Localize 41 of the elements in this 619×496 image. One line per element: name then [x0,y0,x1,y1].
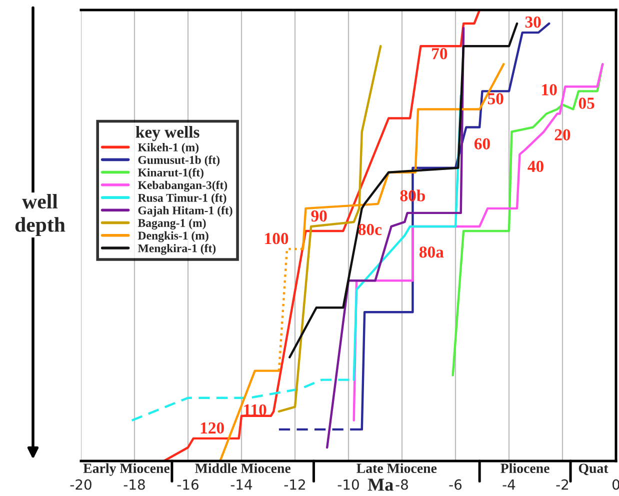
annotation: 05 [578,98,594,109]
x-tick-label: -10 [338,479,359,490]
legend-label: Rusa Timur-1 (ft) [138,193,226,204]
text: Pliocene [500,463,550,474]
text: Late Miocene [356,463,437,474]
x-tick-label: -18 [124,479,145,490]
annotation: 70 [432,48,448,60]
x-tick-label: -12 [284,479,305,490]
x-tick-label: -4 [502,479,516,490]
legend-title: key wells [136,126,200,142]
legend-label: Bagang-1 (m) [138,218,206,230]
x-tick-label: -16 [177,479,198,490]
legend-label: Gajah Hitam-1 (ft) [138,206,232,217]
annotation: 80a [419,246,444,258]
x-tick-label: -8 [396,479,408,490]
annotation: 60 [474,138,490,150]
x-axis-title: Ma [368,478,394,491]
annotation: 10 [542,84,557,96]
annotation: 40 [528,160,544,172]
annotation: 100 [265,232,288,244]
annotation: 90 [311,210,327,222]
legend-label: Mengkira-1 (ft) [138,244,216,255]
text: Early Miocene [83,463,170,476]
annotation: 80c [358,224,382,236]
y-axis-title: well depth [15,194,66,236]
x-tick-label: -14 [230,479,252,490]
text: Quat [578,464,608,476]
legend-label: Kikeh-1 (m) [138,143,199,154]
annotation: 30 [525,16,541,28]
text: Middle Miocene [195,463,290,474]
x-tick-label: 0 [612,479,619,490]
legend-label: Dengkis-1 (m) [138,231,208,242]
x-tick-label: -6 [449,479,462,490]
annotation: 50 [488,93,504,104]
annotation: 20 [554,129,570,140]
x-tick-label: -20 [70,479,92,490]
x-tick-label: -2 [556,479,568,490]
legend-label: Kinarut-1(ft) [138,168,204,179]
legend-label: Kebabangan-3(ft) [138,180,228,192]
annotation: 120 [200,422,224,434]
legend-label: Gumusut-1b (ft) [138,156,220,166]
